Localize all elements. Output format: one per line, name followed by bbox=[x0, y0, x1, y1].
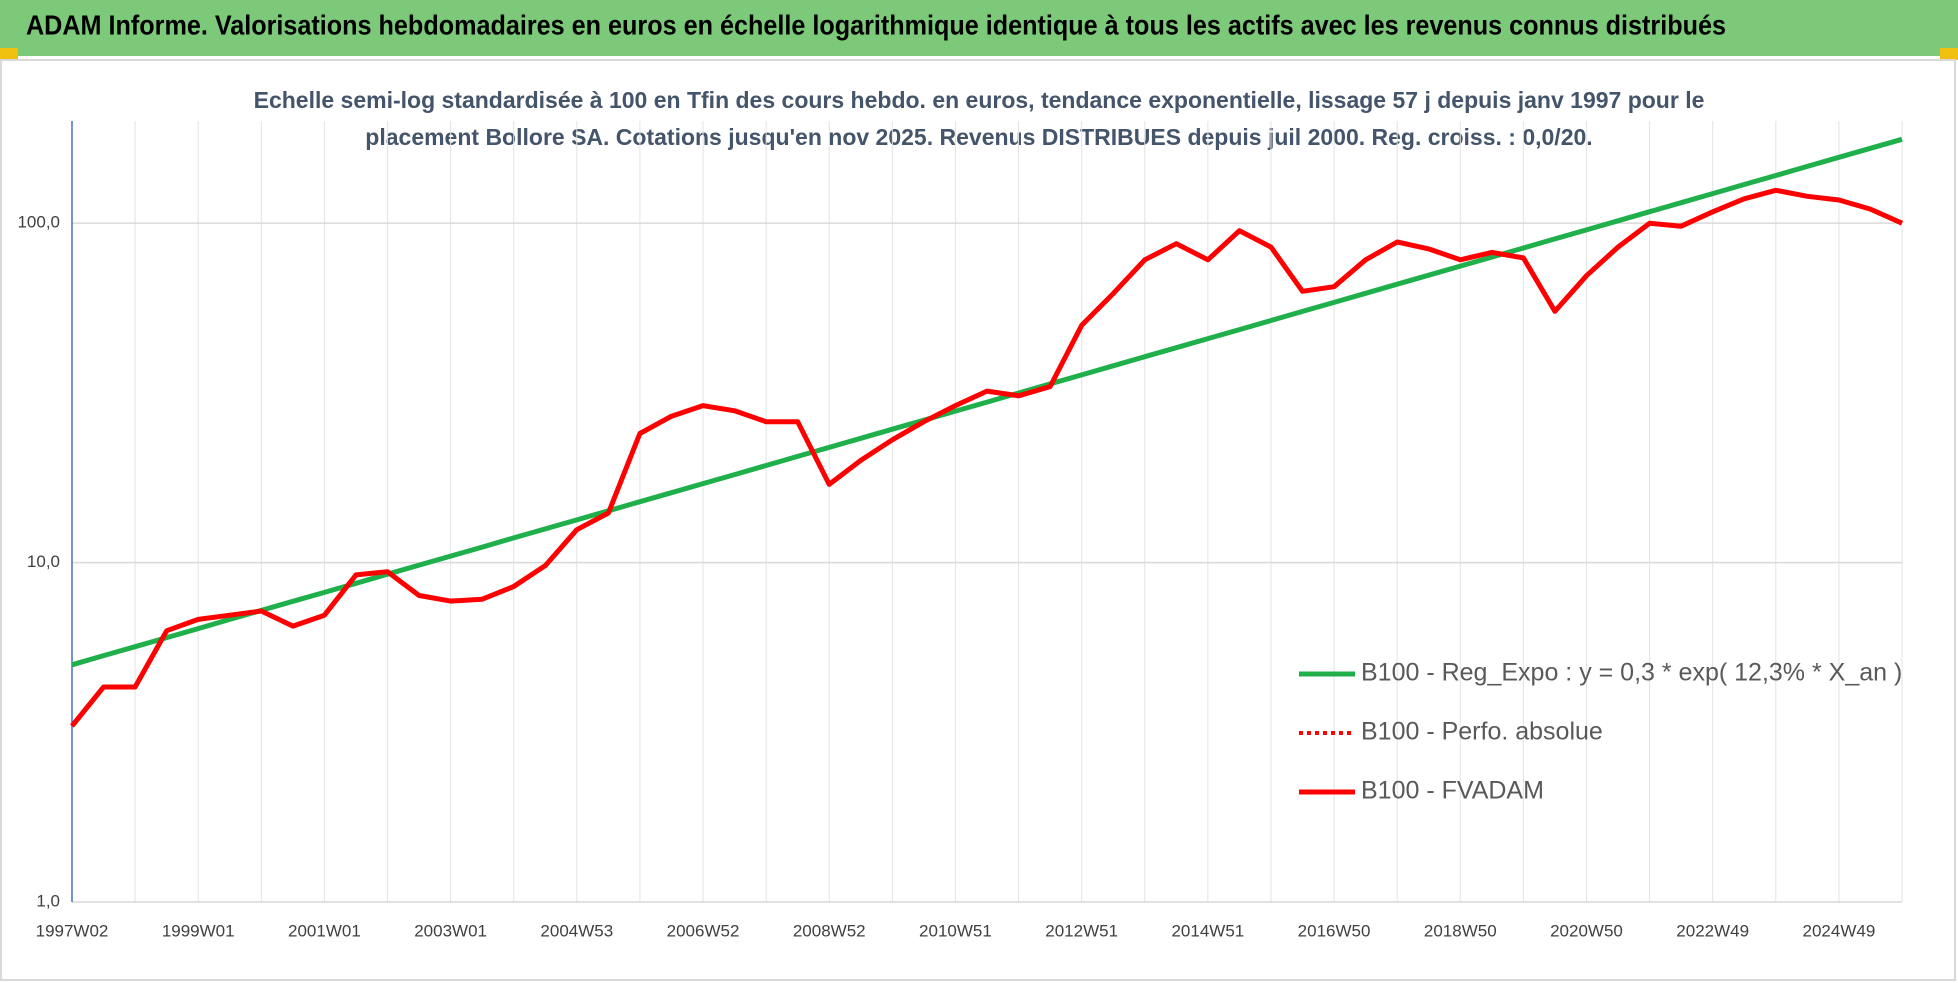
x-tick-label: 1999W01 bbox=[162, 921, 235, 940]
y-tick-label: 10,0 bbox=[27, 552, 60, 571]
y-tick-label: 100,0 bbox=[17, 213, 60, 232]
series-line bbox=[70, 187, 1904, 728]
x-tick-label: 2016W50 bbox=[1298, 921, 1371, 940]
chart-frame bbox=[0, 59, 1956, 981]
x-tick-label: 2022W49 bbox=[1676, 921, 1749, 940]
x-tick-label: 2010W51 bbox=[919, 921, 992, 940]
x-tick-label: 1997W02 bbox=[36, 921, 109, 940]
header-title: ADAM Informe. Valorisations hebdomadaire… bbox=[26, 9, 1726, 40]
plot: 1,0 10,0 100,0 1997W02 1999W01 2001W01 2003W01… bbox=[17, 121, 1904, 940]
x-tick-label: 2014W51 bbox=[1171, 921, 1244, 940]
header-bar bbox=[0, 0, 1958, 56]
x-tick-label: 2008W52 bbox=[793, 921, 866, 940]
chart-title: placement Bollore SA. Cotations jusqu'en… bbox=[365, 124, 1592, 150]
x-tick-label: 2004W53 bbox=[540, 921, 613, 940]
chart-title: Echelle semi-log standardisée à 100 en T… bbox=[254, 87, 1705, 113]
y-tick-label: 1,0 bbox=[36, 891, 60, 910]
x-tick-label: 2012W51 bbox=[1045, 921, 1118, 940]
x-tick-label: 2018W50 bbox=[1424, 921, 1497, 940]
x-tick-label: 2003W01 bbox=[414, 921, 487, 940]
corner bbox=[0, 48, 18, 60]
series-line bbox=[71, 136, 1903, 668]
legend-label: B100 - FVADAM bbox=[1361, 777, 1544, 805]
x-tick-label: 2020W50 bbox=[1550, 921, 1623, 940]
corner bbox=[1940, 48, 1958, 60]
legend-label: B100 - Reg_Expo : y = 0,3 * exp( 12,3% *… bbox=[1361, 659, 1902, 687]
x-tick-label: 2024W49 bbox=[1803, 921, 1876, 940]
legend-label: B100 - Perfo. absolue bbox=[1361, 718, 1603, 746]
x-tick-label: 2006W52 bbox=[667, 921, 740, 940]
x-tick-label: 2001W01 bbox=[288, 921, 361, 940]
